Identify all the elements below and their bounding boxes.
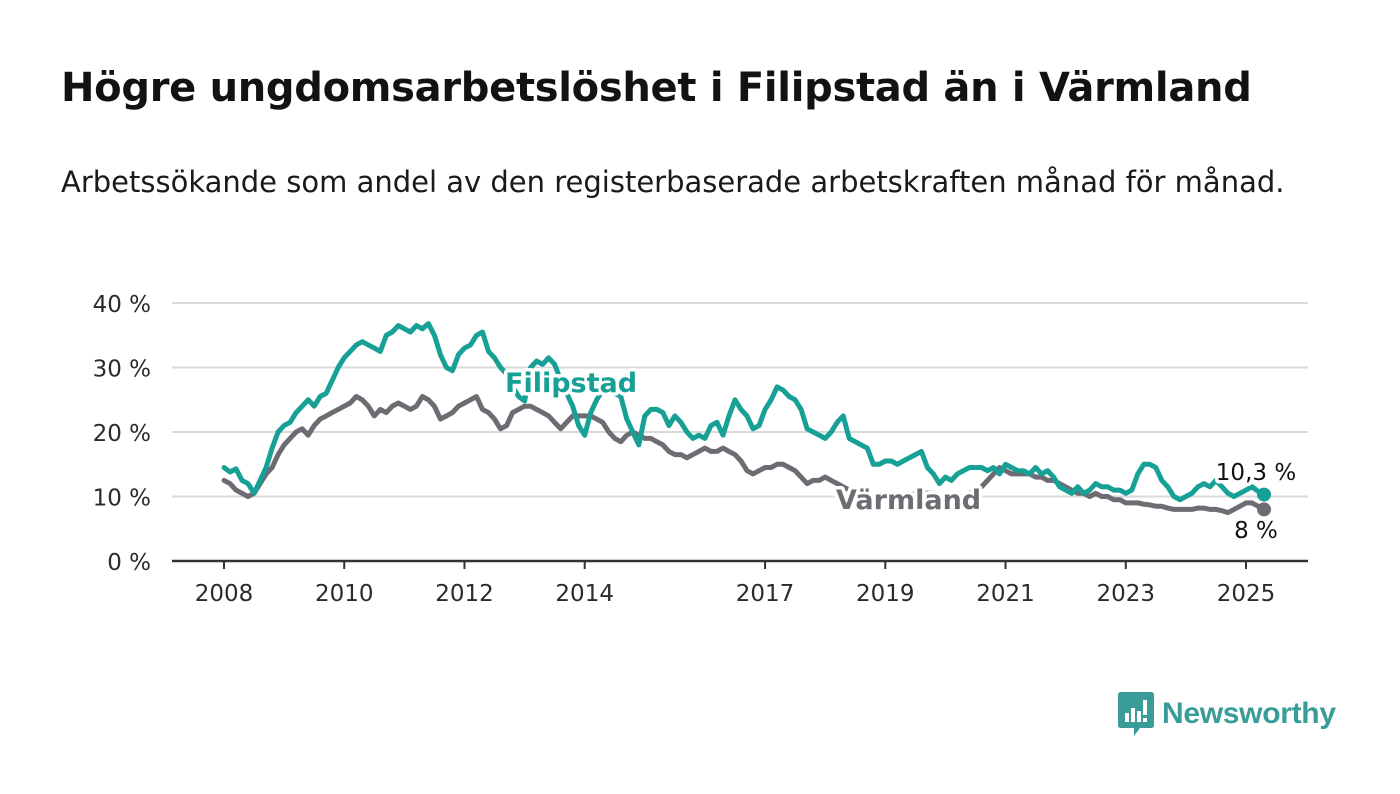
series-line-filipstad (221, 321, 1267, 503)
x-tick-label: 2023 (1096, 581, 1155, 607)
newsworthy-logo-icon (1118, 692, 1154, 736)
series-label-filipstad: Filipstad (505, 368, 637, 399)
newsworthy-logo[interactable]: Newsworthy (1118, 690, 1336, 738)
end-point-filipstad (1257, 487, 1272, 502)
chart-title: Högre ungdomsarbetslöshet i Filipstad än… (61, 65, 1252, 111)
chart-subtitle: Arbetssökande som andel av den registerb… (61, 165, 1285, 199)
x-tick-label: 2010 (315, 581, 374, 607)
x-axis-ticks: 2008 2010 2012 2014 2017 2019 2021 2023 2025 (195, 561, 1276, 607)
end-point-varmland (1257, 502, 1272, 517)
y-tick-label: 10 % (93, 486, 151, 512)
gridlines (172, 302, 1308, 498)
y-tick-label: 20 % (93, 421, 151, 447)
x-tick-label: 2012 (435, 581, 494, 607)
x-tick-label: 2025 (1217, 581, 1276, 607)
y-tick-label: 40 % (93, 292, 151, 318)
series-labels: Filipstad Värmland 10,3 % 8 % (502, 365, 1300, 548)
x-tick-label: 2014 (555, 581, 614, 607)
newsworthy-logo-text: Newsworthy (1162, 697, 1336, 730)
end-value-label-filipstad: 10,3 % (1216, 460, 1296, 486)
y-tick-label: 30 % (93, 357, 151, 383)
x-tick-label: 2008 (195, 581, 254, 607)
x-tick-label: 2021 (976, 581, 1035, 607)
x-tick-label: 2017 (736, 581, 795, 607)
y-axis-ticks: 0 % 10 % 20 % 30 % 40 % (93, 292, 151, 576)
series-line-varmland (221, 394, 1267, 516)
series-lines (221, 321, 1272, 517)
y-tick-label: 0 % (107, 550, 151, 576)
x-tick-label: 2019 (856, 581, 915, 607)
series-label-varmland: Värmland (836, 485, 981, 516)
end-value-label-varmland: 8 % (1234, 518, 1278, 544)
